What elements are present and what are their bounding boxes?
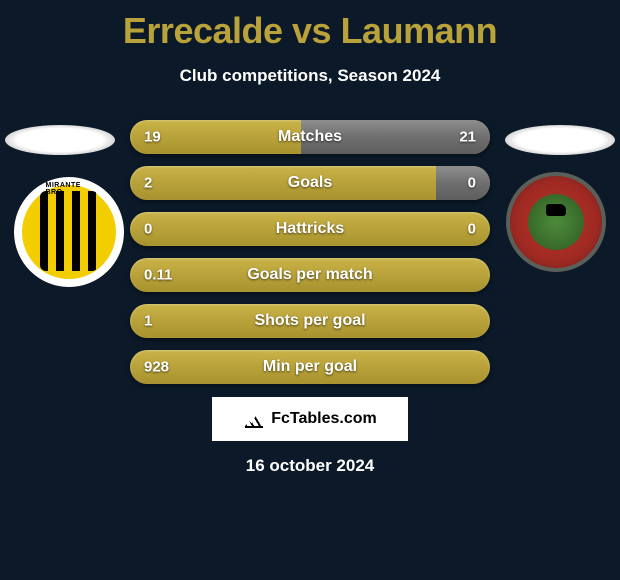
stat-bar-row: 1 Shots per goal <box>130 304 490 338</box>
stat-left-value: 0.11 <box>144 267 172 284</box>
stat-label: Shots per goal <box>254 312 365 330</box>
stat-bar-row: 928 Min per goal <box>130 350 490 384</box>
stat-bar-row: 19 Matches 21 <box>130 120 490 154</box>
stat-label: Goals <box>288 174 332 192</box>
stat-bar-row: 0.11 Goals per match <box>130 258 490 292</box>
stat-bar-right-segment <box>436 166 490 200</box>
brand-text: FcTables.com <box>271 410 377 428</box>
player-right-avatar <box>505 125 615 155</box>
stat-bar-row: 0 Hattricks 0 <box>130 212 490 246</box>
page-title: Errecalde vs Laumann <box>0 0 620 52</box>
chart-icon <box>243 408 265 430</box>
stat-bar-row: 2 Goals 0 <box>130 166 490 200</box>
stat-left-value: 1 <box>144 313 152 330</box>
stat-left-value: 2 <box>144 175 152 192</box>
stat-label: Min per goal <box>263 358 357 376</box>
stat-left-value: 0 <box>144 221 152 238</box>
stat-left-value: 19 <box>144 129 161 146</box>
stat-label: Hattricks <box>276 220 344 238</box>
stat-label: Goals per match <box>247 266 372 284</box>
team-left-logo <box>14 177 124 287</box>
stat-right-value: 0 <box>468 175 476 192</box>
page-subtitle: Club competitions, Season 2024 <box>0 66 620 86</box>
brand-box[interactable]: FcTables.com <box>210 395 410 443</box>
player-left-avatar <box>5 125 115 155</box>
stat-left-value: 928 <box>144 359 169 376</box>
stat-label: Matches <box>278 128 342 146</box>
stat-right-value: 21 <box>459 129 476 146</box>
stat-right-value: 0 <box>468 221 476 238</box>
team-right-logo <box>506 172 606 272</box>
stat-bars: 19 Matches 21 2 Goals 0 0 Hattricks 0 0.11 Goals p… <box>130 120 490 396</box>
date-label: 16 october 2024 <box>246 456 375 476</box>
